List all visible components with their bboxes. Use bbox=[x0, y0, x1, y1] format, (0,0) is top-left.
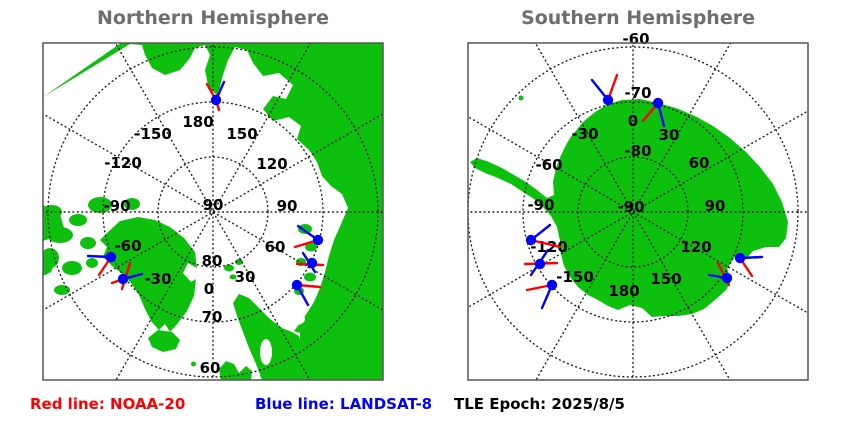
south-map-frame bbox=[467, 42, 809, 381]
meridian-line bbox=[534, 43, 731, 380]
graticule-label: 180 bbox=[608, 282, 639, 300]
landmass bbox=[124, 198, 140, 210]
meridian-line bbox=[468, 110, 808, 309]
graticule-label: 0 bbox=[204, 280, 214, 298]
legend-landsat8: Blue line: LANDSAT-8 bbox=[255, 395, 433, 413]
satellite-position-dot bbox=[534, 258, 546, 270]
graticule-label: 150 bbox=[226, 125, 257, 143]
graticule-label: 60 bbox=[689, 154, 710, 172]
graticule-label: 150 bbox=[650, 270, 681, 288]
graticule-label: 60 bbox=[265, 238, 286, 256]
landmass bbox=[219, 361, 252, 380]
north-graticule-labels: 180 -150 150 -120 120 -90 90 -60 60 -30 30 0 90 80 70 6… bbox=[103, 113, 297, 377]
graticule-label: -80 bbox=[624, 142, 651, 160]
graticule-label: 80 bbox=[202, 252, 223, 270]
south-hemisphere-title: Southern Hemisphere bbox=[521, 7, 755, 29]
graticule-label: -60 bbox=[622, 30, 649, 48]
south-graticule-labels: -60-70-80-90030-3060-6090-90120-120150-1… bbox=[527, 30, 725, 300]
graticule-label: 90 bbox=[277, 197, 298, 215]
landmass bbox=[224, 264, 234, 272]
graticule-label: -30 bbox=[144, 270, 171, 288]
landmass bbox=[233, 294, 305, 380]
graticule-label: -70 bbox=[624, 84, 651, 102]
graticule-label: 70 bbox=[202, 308, 223, 326]
graticule-label: 90 bbox=[203, 196, 224, 214]
satellite-position-dot bbox=[546, 279, 558, 291]
landmass bbox=[43, 43, 383, 380]
landmass bbox=[69, 214, 87, 226]
graticule-label: 120 bbox=[680, 238, 711, 256]
graticule-label: 60 bbox=[200, 359, 221, 377]
landmass bbox=[47, 227, 73, 243]
graticule-label: -150 bbox=[556, 268, 594, 286]
graticule-label: -30 bbox=[571, 125, 598, 143]
latitude-circle bbox=[102, 101, 324, 323]
landmass bbox=[86, 258, 98, 268]
graticule-label: 30 bbox=[235, 268, 256, 286]
graticule-label: 30 bbox=[659, 126, 680, 144]
meridian-line bbox=[114, 43, 311, 380]
graticule-label: 120 bbox=[256, 155, 287, 173]
graticule-label: -150 bbox=[134, 125, 172, 143]
graticule-label: -60 bbox=[114, 237, 141, 255]
legend-noaa20: Red line: NOAA-20 bbox=[30, 395, 186, 413]
landmass bbox=[462, 147, 466, 151]
landmass bbox=[229, 274, 237, 280]
graticule-label: -120 bbox=[104, 154, 142, 172]
north-satellite-markers bbox=[86, 80, 325, 307]
graticule-label: 180 bbox=[182, 113, 213, 131]
landmass bbox=[43, 248, 59, 268]
satellite-position-dot bbox=[525, 234, 537, 246]
landmass bbox=[191, 361, 196, 367]
satellite-position-dot bbox=[291, 279, 303, 291]
graticule-label: 0 bbox=[628, 112, 638, 130]
landmass bbox=[304, 272, 316, 282]
satellite-position-dot bbox=[105, 251, 117, 263]
landmass bbox=[88, 197, 112, 213]
graticule-label: -90 bbox=[617, 198, 644, 216]
graticule-label: 90 bbox=[705, 197, 726, 215]
satellite-position-dot bbox=[734, 252, 746, 264]
landmass bbox=[148, 330, 180, 352]
meridian-line bbox=[535, 43, 732, 380]
landmass bbox=[235, 259, 243, 265]
sea-patch bbox=[260, 339, 272, 365]
meridian-line bbox=[468, 115, 808, 314]
meridian-line bbox=[43, 113, 383, 311]
north-hemisphere-map bbox=[43, 43, 383, 380]
graticule-label: -90 bbox=[103, 197, 130, 215]
landmass bbox=[100, 217, 197, 332]
north-hemisphere-title: Northern Hemisphere bbox=[96, 7, 329, 29]
satellite-position-dot bbox=[117, 273, 129, 285]
landmass bbox=[61, 260, 83, 276]
south-satellite-markers bbox=[523, 73, 764, 310]
landmass bbox=[470, 99, 788, 317]
meridian-line bbox=[115, 43, 312, 380]
graticule-label: -90 bbox=[527, 196, 554, 214]
landmass bbox=[298, 224, 312, 234]
meridian-line bbox=[43, 113, 383, 311]
satellite-position-dot bbox=[210, 94, 222, 106]
satellite-position-dot bbox=[652, 97, 664, 109]
satellite-position-dot bbox=[721, 272, 733, 284]
landmass bbox=[305, 242, 317, 252]
satellite-position-dot bbox=[602, 94, 614, 106]
landmass bbox=[518, 95, 524, 101]
landmass bbox=[80, 237, 96, 249]
legend-tle-epoch: TLE Epoch: 2025/8/5 bbox=[454, 395, 625, 413]
satellite-position-dot bbox=[306, 257, 318, 269]
sea-patch bbox=[287, 313, 305, 325]
graticule-label: -60 bbox=[535, 156, 562, 174]
latitude-circle bbox=[522, 101, 744, 323]
satellite-position-dot bbox=[312, 234, 324, 246]
north-map-frame bbox=[42, 42, 384, 381]
south-hemisphere-map bbox=[462, 43, 808, 380]
